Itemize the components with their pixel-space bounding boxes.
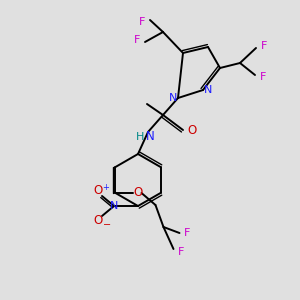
- Text: F: F: [184, 228, 191, 238]
- Text: F: F: [139, 17, 145, 27]
- Text: N: N: [204, 85, 212, 95]
- Text: F: F: [260, 72, 266, 82]
- Text: −: −: [103, 220, 111, 230]
- Text: +: +: [103, 184, 110, 193]
- Text: F: F: [178, 247, 185, 257]
- Text: O: O: [188, 124, 196, 136]
- Text: O: O: [93, 214, 103, 227]
- Text: N: N: [146, 130, 154, 143]
- Text: F: F: [261, 41, 267, 51]
- Text: F: F: [134, 35, 140, 45]
- Text: N: N: [110, 201, 118, 211]
- Text: N: N: [169, 93, 177, 103]
- Text: O: O: [134, 187, 143, 200]
- Text: H: H: [136, 132, 144, 142]
- Text: O: O: [93, 184, 103, 197]
